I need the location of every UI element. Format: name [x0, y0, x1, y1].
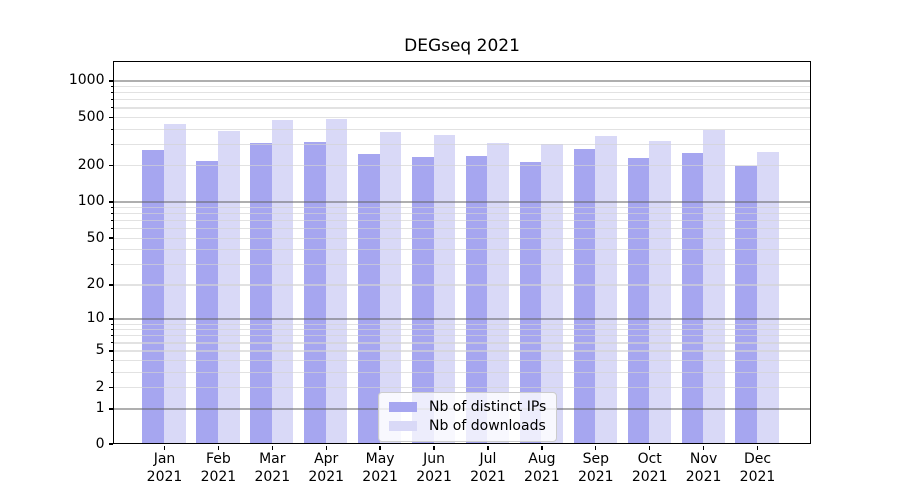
bar-nb-of-downloads-oct-2021 — [649, 140, 671, 443]
x-tick-label-may-2021: May 2021 — [362, 451, 398, 485]
bar-nb-of-downloads-apr-2021 — [325, 118, 348, 443]
bar-nb-of-distinct-ips-apr-2021 — [304, 142, 326, 443]
x-tick-label-jul-2021: Jul 2021 — [470, 451, 506, 485]
bar-nb-of-downloads-feb-2021 — [217, 131, 240, 443]
y-tick-label-200: 200 — [77, 157, 105, 174]
x-tick-sep-2021 — [595, 445, 597, 450]
legend: Nb of distinct IPs Nb of downloads — [378, 392, 558, 442]
bar-nb-of-downloads-mar-2021 — [271, 119, 294, 443]
legend-label-distinct-ips: Nb of distinct IPs — [429, 399, 547, 415]
legend-swatch-distinct-ips — [389, 401, 417, 413]
x-tick-nov-2021 — [702, 445, 705, 450]
bar-nb-of-distinct-ips-mar-2021 — [250, 143, 272, 443]
legend-entry-downloads: Nb of downloads — [389, 418, 546, 434]
bar-nb-of-downloads-may-2021 — [379, 132, 402, 443]
bar-nb-of-distinct-ips-feb-2021 — [196, 160, 218, 443]
y-tick-label-2: 2 — [95, 379, 105, 396]
x-tick-label-mar-2021: Mar 2021 — [254, 451, 291, 485]
bar-nb-of-downloads-sep-2021 — [595, 136, 617, 443]
y-tick-label-50: 50 — [86, 229, 105, 246]
x-tick-oct-2021 — [648, 445, 651, 450]
x-tick-label-nov-2021: Nov 2021 — [685, 451, 722, 485]
x-tick-apr-2021 — [325, 445, 327, 450]
bar-nb-of-downloads-dec-2021 — [757, 151, 779, 443]
y-tick-label-100: 100 — [77, 193, 105, 210]
x-tick-dec-2021 — [756, 445, 759, 450]
x-tick-aug-2021 — [541, 445, 543, 450]
bar-nb-of-distinct-ips-sep-2021 — [573, 148, 596, 443]
chart-title: DEGseq 2021 — [404, 36, 520, 56]
x-tick-feb-2021 — [217, 445, 220, 450]
bar-nb-of-distinct-ips-oct-2021 — [627, 158, 650, 443]
x-tick-mar-2021 — [271, 445, 273, 450]
x-tick-label-apr-2021: Apr 2021 — [308, 451, 345, 485]
x-tick-label-jun-2021: Jun 2021 — [416, 451, 452, 485]
bar-nb-of-distinct-ips-jan-2021 — [142, 150, 164, 443]
x-tick-jan-2021 — [163, 445, 166, 450]
y-tick-label-5: 5 — [95, 342, 105, 359]
x-tick-label-sep-2021: Sep 2021 — [577, 451, 614, 485]
y-tick-label-500: 500 — [77, 108, 105, 125]
y-tick-label-1000: 1000 — [68, 72, 105, 89]
legend-entry-distinct-ips: Nb of distinct IPs — [389, 399, 546, 415]
bar-nb-of-distinct-ips-may-2021 — [358, 154, 380, 443]
x-tick-label-feb-2021: Feb 2021 — [200, 451, 237, 485]
bar-nb-of-downloads-aug-2021 — [541, 143, 563, 443]
bar-nb-of-downloads-jul-2021 — [487, 142, 510, 443]
bar-nb-of-downloads-jun-2021 — [433, 134, 456, 443]
x-tick-label-aug-2021: Aug 2021 — [524, 451, 560, 485]
bar-nb-of-distinct-ips-nov-2021 — [681, 153, 704, 443]
x-tick-label-oct-2021: Oct 2021 — [631, 451, 668, 485]
bar-nb-of-downloads-nov-2021 — [703, 129, 725, 443]
x-tick-jun-2021 — [433, 445, 435, 450]
bars-layer — [114, 62, 810, 443]
bar-nb-of-distinct-ips-dec-2021 — [735, 165, 757, 443]
y-tick-label-0: 0 — [95, 435, 105, 452]
y-tick-label-10: 10 — [86, 310, 105, 327]
x-tick-label-dec-2021: Dec 2021 — [739, 451, 776, 485]
y-tick-label-20: 20 — [86, 276, 105, 293]
plot-area: Nb of distinct IPs Nb of downloads — [113, 61, 811, 444]
legend-swatch-downloads — [389, 420, 417, 432]
x-tick-label-jan-2021: Jan 2021 — [146, 451, 183, 485]
bar-nb-of-distinct-ips-jul-2021 — [465, 155, 488, 443]
x-tick-may-2021 — [379, 445, 381, 450]
legend-label-downloads: Nb of downloads — [429, 418, 546, 434]
y-tick-label-1: 1 — [95, 400, 105, 417]
x-tick-jul-2021 — [487, 445, 489, 450]
bar-nb-of-downloads-jan-2021 — [164, 124, 186, 443]
